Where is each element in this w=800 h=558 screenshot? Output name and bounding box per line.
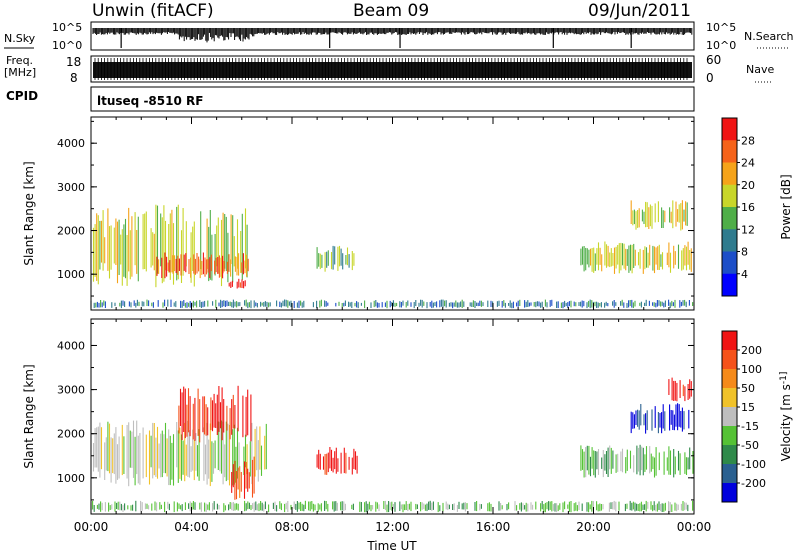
nave-bottom: 0: [706, 71, 714, 85]
y-tick-label: 4000: [57, 137, 85, 150]
freq-bottom: 8: [70, 71, 78, 85]
freq-top: 18: [66, 55, 81, 69]
colorbar-swatch: [722, 251, 737, 275]
colorbar-tick-label: 4: [741, 268, 748, 281]
beam-label: Beam 09: [353, 1, 429, 21]
panel-frame: [90, 318, 695, 515]
colorbar-label: Power [dB]: [779, 174, 793, 239]
y-tick-label: 1000: [57, 472, 85, 485]
noise-left-bottom: 10^0: [52, 39, 82, 52]
colorbar-tick-label: 15: [741, 401, 755, 414]
noise-strip: [92, 28, 693, 48]
colorbar-tick-label: 16: [741, 201, 755, 214]
colorbar-swatch: [722, 388, 737, 408]
power-colorbar: 28 24 20 16 12 8 4 Power [dB]: [721, 117, 793, 297]
x-tick-label: 00:00: [677, 520, 712, 534]
x-tick-label: 04:00: [174, 520, 209, 534]
colorbar-swatch: [722, 350, 737, 370]
colorbar-tick-label: 20: [741, 179, 755, 192]
y-tick-label: 3000: [57, 384, 85, 397]
y-tick-label: 2000: [57, 428, 85, 441]
colorbar-tick-label: -100: [741, 458, 766, 471]
noise-right-bottom: 10^0: [706, 39, 736, 52]
cpid-value: ltuseq -8510 RF: [97, 94, 203, 108]
y-tick-label: 4000: [57, 339, 85, 352]
nsearch-label: N.Search: [744, 30, 794, 43]
colorbar-swatch: [722, 162, 737, 186]
colorbar-swatch: [722, 229, 737, 252]
noise-left-top: 10^5: [52, 21, 82, 34]
colorbar-swatch: [722, 273, 737, 297]
x-tick-label: 20:00: [576, 520, 611, 534]
y-tick-label: 3000: [57, 181, 85, 194]
colorbar-swatch: [722, 331, 737, 351]
y-tick-label: 2000: [57, 225, 85, 238]
nave-top: 60: [706, 53, 721, 67]
date-label: 09/Jun/2011: [588, 1, 691, 21]
colorbar-label: Velocity [m s-1]: [779, 372, 793, 462]
colorbar-tick-label: 100: [741, 363, 762, 376]
colorbar-tick-label: -15: [741, 420, 759, 433]
freq-strip-frame: [90, 55, 695, 83]
x-tick-label: 00:00: [74, 520, 109, 534]
velocity-colorbar: 200 100 50 15 -15 -50 -100 -200 Velocity [m s-1]: [721, 330, 793, 503]
nave-label: Nave: [746, 63, 774, 76]
y-axis-label: Slant Range [km]: [22, 364, 36, 468]
freq-strip: [93, 58, 692, 80]
colorbar-swatch: [722, 184, 737, 208]
colorbar-swatch: [722, 207, 737, 230]
x-tick-label: 12:00: [375, 520, 410, 534]
colorbar-swatch: [722, 118, 737, 141]
x-axis-label: Time UT: [366, 539, 417, 553]
colorbar-swatch: [722, 140, 737, 163]
cpid-strip-frame: [90, 86, 695, 112]
colorbar-frame: [721, 330, 738, 503]
colorbar-tick-label: 24: [741, 157, 755, 170]
colorbar-swatch: [722, 407, 737, 427]
colorbar-tick-label: 12: [741, 223, 755, 236]
colorbar-swatch: [722, 483, 737, 503]
freq-label-2: [MHz]: [4, 66, 36, 79]
noise-right-top: 10^5: [706, 21, 736, 34]
colorbar-tick-label: -50: [741, 439, 759, 452]
colorbar-tick-label: 50: [741, 382, 755, 395]
colorbar-swatch: [722, 445, 737, 465]
radar-name: Unwin (fitACF): [92, 1, 214, 21]
colorbar-swatch: [722, 464, 737, 484]
colorbar-tick-label: 200: [741, 344, 762, 357]
y-tick-label: 1000: [57, 268, 85, 281]
colorbar-swatch: [722, 426, 737, 446]
y-axis-label: Slant Range [km]: [22, 161, 36, 265]
x-tick-label: 08:00: [275, 520, 310, 534]
colorbar-tick-label: 8: [741, 246, 748, 259]
x-tick-label: 16:00: [476, 520, 511, 534]
power-panel: 1000 2000 3000 4000 Slant Range [km]: [22, 116, 695, 311]
cpid-label: CPID: [6, 89, 38, 103]
freq-label-1: Freq.: [6, 54, 33, 67]
noise-strip-frame: [90, 21, 695, 51]
velocity-panel: 1000 2000 3000 4000 00:00 04:00 08:00 12:00 16:0…: [22, 318, 712, 534]
colorbar-swatch: [722, 369, 737, 389]
colorbar-tick-label: -200: [741, 477, 766, 490]
nsky-label: N.Sky: [4, 32, 36, 45]
colorbar-tick-label: 28: [741, 134, 755, 147]
